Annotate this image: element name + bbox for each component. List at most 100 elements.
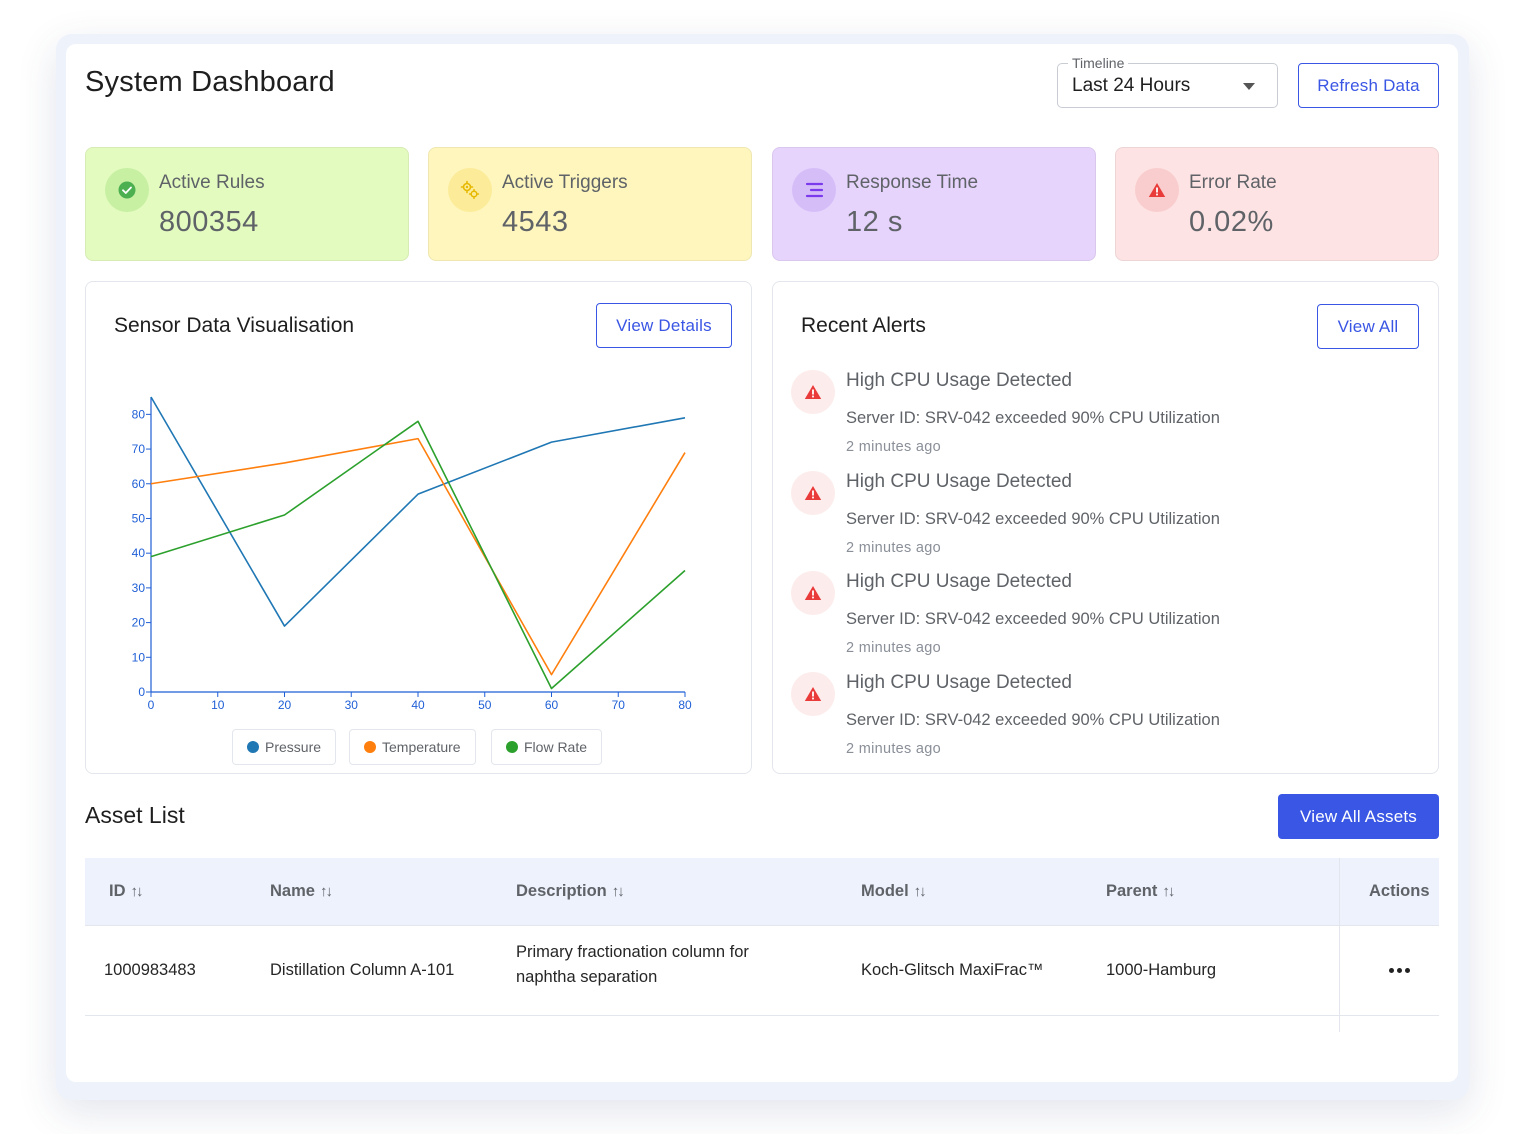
alert-title: High CPU Usage Detected bbox=[846, 370, 1072, 391]
alert-time: 2 minutes ago bbox=[846, 439, 941, 455]
column-header-label: Parent bbox=[1106, 882, 1158, 900]
column-header-id[interactable]: ID ↑↓ bbox=[109, 882, 144, 901]
cell-id: 1000983483 bbox=[104, 961, 196, 979]
column-header-label: Actions bbox=[1369, 882, 1430, 900]
column-header-name[interactable]: Name ↑↓ bbox=[270, 882, 333, 901]
warning-icon bbox=[791, 571, 835, 615]
stat-value: 12 s bbox=[846, 206, 903, 238]
legend-label: Pressure bbox=[265, 739, 322, 755]
alert-time: 2 minutes ago bbox=[846, 640, 941, 656]
cell-name: Distillation Column A-101 bbox=[270, 961, 455, 979]
y-tick-label: 10 bbox=[132, 650, 146, 664]
refresh-data-button[interactable]: Refresh Data bbox=[1298, 63, 1439, 108]
series-line-temperature bbox=[150, 437, 686, 676]
stat-value: 4543 bbox=[502, 206, 569, 238]
stat-label: Active Rules bbox=[159, 172, 265, 193]
sort-icon[interactable]: ↑↓ bbox=[913, 883, 927, 900]
alert-item[interactable]: High CPU Usage Detected Server ID: SRV-0… bbox=[791, 370, 1411, 470]
recent-alerts-title: Recent Alerts bbox=[801, 314, 926, 337]
sort-icon[interactable]: ↑↓ bbox=[611, 883, 625, 900]
series-line-pressure bbox=[150, 396, 686, 627]
legend-dot bbox=[506, 741, 518, 753]
column-header-label: ID bbox=[109, 882, 126, 900]
alert-item[interactable]: High CPU Usage Detected Server ID: SRV-0… bbox=[791, 571, 1411, 671]
stat-label: Active Triggers bbox=[502, 172, 628, 193]
cell-description: Primary fractionation column for naphtha… bbox=[516, 943, 749, 986]
more-actions-icon[interactable] bbox=[1385, 958, 1413, 982]
dashboard-panel: System Dashboard Timeline Last 24 Hours … bbox=[66, 44, 1458, 1082]
view-all-assets-button[interactable]: View All Assets bbox=[1278, 794, 1439, 839]
x-tick-label: 20 bbox=[278, 698, 292, 712]
x-tick-label: 50 bbox=[478, 698, 492, 712]
alert-description: Server ID: SRV-042 exceeded 90% CPU Util… bbox=[846, 510, 1220, 528]
view-details-button[interactable]: View Details bbox=[596, 303, 732, 348]
gears-icon bbox=[448, 168, 492, 212]
table-row[interactable]: 1000983483 Distillation Column A-101 Pri… bbox=[85, 926, 1439, 1016]
stat-label: Error Rate bbox=[1189, 172, 1277, 193]
sort-icon[interactable]: ↑↓ bbox=[319, 883, 333, 900]
asset-table-header: ID ↑↓ Name ↑↓ Description ↑↓ Model ↑↓ Pa… bbox=[85, 858, 1439, 926]
alert-item[interactable]: High CPU Usage Detected Server ID: SRV-0… bbox=[791, 471, 1411, 571]
sort-icon[interactable]: ↑↓ bbox=[1162, 883, 1175, 900]
legend-dot bbox=[364, 741, 376, 753]
warning-icon bbox=[1135, 168, 1179, 212]
y-tick-label: 70 bbox=[132, 442, 146, 456]
alert-title: High CPU Usage Detected bbox=[846, 471, 1072, 492]
column-header-model[interactable]: Model ↑↓ bbox=[861, 882, 927, 901]
sensor-chart-title: Sensor Data Visualisation bbox=[114, 314, 355, 337]
stat-card-active-rules: Active Rules 800354 bbox=[85, 147, 409, 261]
alert-description: Server ID: SRV-042 exceeded 90% CPU Util… bbox=[846, 409, 1220, 427]
stat-value: 800354 bbox=[159, 206, 259, 238]
alert-title: High CPU Usage Detected bbox=[846, 571, 1072, 592]
legend-item-temperature[interactable]: Temperature bbox=[349, 729, 476, 765]
x-tick-label: 70 bbox=[612, 698, 626, 712]
sensor-line-chart: 0 10 20 30 40 50 60 70 80 0 10 20 30 40 50 60 70 80 bbox=[132, 396, 692, 712]
alert-description: Server ID: SRV-042 exceeded 90% CPU Util… bbox=[846, 711, 1220, 729]
alert-item[interactable]: High CPU Usage Detected Server ID: SRV-0… bbox=[791, 672, 1411, 772]
y-tick-label: 80 bbox=[132, 407, 146, 421]
y-tick-label: 60 bbox=[132, 477, 146, 491]
stat-label: Response Time bbox=[846, 172, 979, 193]
column-header-label: Model bbox=[861, 882, 909, 900]
column-header-parent[interactable]: Parent ↑↓ bbox=[1106, 882, 1175, 901]
alert-description: Server ID: SRV-042 exceeded 90% CPU Util… bbox=[846, 610, 1220, 628]
legend-item-pressure[interactable]: Pressure bbox=[232, 729, 337, 765]
stat-value: 0.02% bbox=[1189, 206, 1274, 238]
stat-card-response-time: Response Time 12 s bbox=[772, 147, 1096, 261]
column-header-label: Description bbox=[516, 882, 607, 900]
y-tick-label: 50 bbox=[132, 511, 146, 525]
y-tick-label: 20 bbox=[132, 616, 146, 630]
sensor-chart-card: Sensor Data Visualisation View Details 0… bbox=[85, 281, 752, 774]
legend-item-flow-rate[interactable]: Flow Rate bbox=[491, 729, 603, 765]
warning-icon bbox=[791, 370, 835, 414]
column-header-label: Name bbox=[270, 882, 315, 900]
alert-time: 2 minutes ago bbox=[846, 540, 941, 556]
chevron-down-icon bbox=[1243, 83, 1255, 90]
timeline-label: Timeline bbox=[1068, 55, 1129, 71]
alert-title: High CPU Usage Detected bbox=[846, 672, 1072, 693]
timeline-select[interactable]: Timeline Last 24 Hours bbox=[1057, 55, 1278, 108]
x-tick-label: 80 bbox=[678, 698, 692, 712]
x-tick-label: 0 bbox=[148, 698, 155, 712]
x-tick-label: 40 bbox=[411, 698, 425, 712]
actions-column-divider bbox=[1339, 858, 1340, 1032]
x-tick-label: 30 bbox=[345, 698, 359, 712]
legend-label: Flow Rate bbox=[524, 739, 588, 755]
page-title: System Dashboard bbox=[85, 66, 335, 98]
sort-icon[interactable]: ↑↓ bbox=[130, 883, 144, 900]
stat-card-active-triggers: Active Triggers 4543 bbox=[428, 147, 752, 261]
view-all-alerts-button[interactable]: View All bbox=[1317, 304, 1419, 349]
asset-list-title: Asset List bbox=[85, 802, 185, 828]
column-header-actions: Actions bbox=[1369, 882, 1430, 901]
recent-alerts-card: Recent Alerts View All High CPU Usage De… bbox=[772, 281, 1439, 774]
series-line-flow-rate bbox=[150, 420, 686, 690]
y-tick-label: 0 bbox=[138, 685, 145, 699]
menu-lines-icon bbox=[792, 168, 836, 212]
cell-model: Koch-Glitsch MaxiFrac™ bbox=[861, 961, 1044, 979]
x-tick-label: 10 bbox=[211, 698, 225, 712]
warning-icon bbox=[791, 672, 835, 716]
stat-card-error-rate: Error Rate 0.02% bbox=[1115, 147, 1439, 261]
alert-time: 2 minutes ago bbox=[846, 741, 941, 757]
column-header-description[interactable]: Description ↑↓ bbox=[516, 882, 625, 901]
timeline-value: Last 24 Hours bbox=[1072, 75, 1191, 96]
